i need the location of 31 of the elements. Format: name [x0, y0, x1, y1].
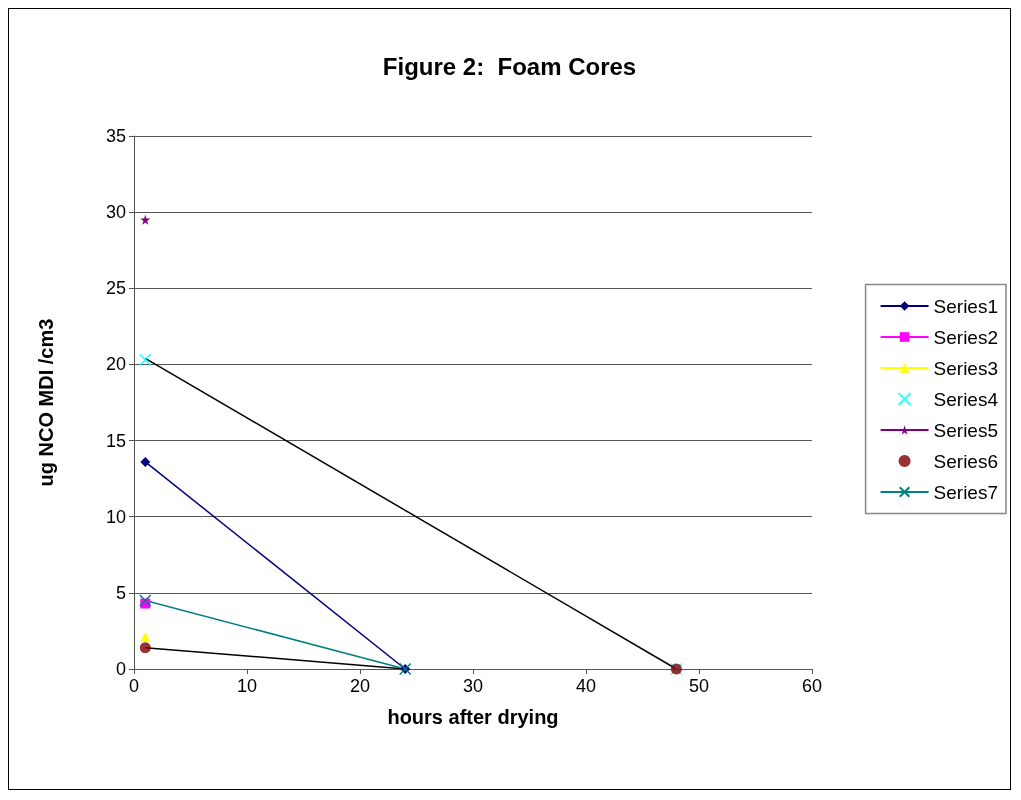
- y-tick-label: 5: [115, 582, 126, 603]
- x-tick-label: 20: [349, 676, 371, 696]
- x-tick-label: 40: [575, 676, 597, 696]
- legend-label: Series2: [933, 326, 998, 348]
- y-tick-label: 30: [105, 202, 126, 223]
- x-tick-label: 10: [236, 676, 258, 696]
- chart-title: Figure 2: Foam Cores: [382, 52, 637, 80]
- x-tick-label: 0: [128, 676, 140, 696]
- legend-label: Series3: [933, 357, 998, 379]
- y-tick-label: 25: [105, 278, 126, 299]
- x-axis-title: hours after drying: [387, 706, 559, 728]
- x-tick-label: 30: [462, 676, 484, 696]
- point: [140, 632, 151, 643]
- y-axis-title: ug NCO MDI /cm3: [35, 318, 57, 487]
- y-tick-label: 0: [115, 659, 126, 679]
- y-tick-label: 20: [105, 354, 126, 375]
- point: [139, 642, 151, 654]
- x-tick-label: 60: [801, 676, 823, 696]
- point: [139, 353, 152, 367]
- x-tick-label: 50: [688, 676, 710, 696]
- legend-label: Series4: [933, 388, 999, 410]
- legend-label: Series6: [933, 450, 998, 472]
- y-tick-label: 15: [105, 430, 126, 451]
- point: [140, 456, 151, 467]
- y-tick-label: 35: [105, 126, 126, 146]
- y-tick-label: 10: [105, 506, 126, 527]
- legend-label: Series7: [933, 481, 998, 503]
- point: [140, 214, 151, 225]
- legend-label: Series5: [933, 419, 998, 441]
- legend-label: Series1: [933, 295, 998, 317]
- point: [139, 594, 152, 607]
